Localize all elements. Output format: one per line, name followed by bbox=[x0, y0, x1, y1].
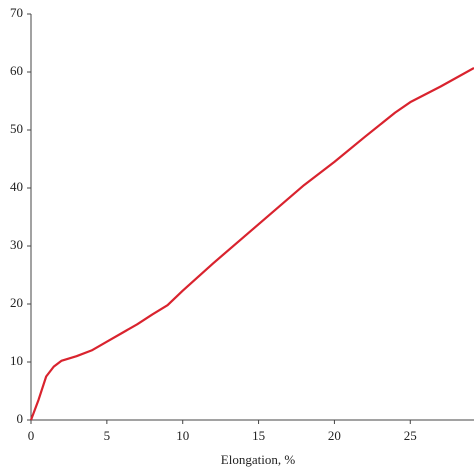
x-axis-label: Elongation, % bbox=[221, 452, 296, 467]
x-tick-label: 10 bbox=[176, 428, 189, 443]
x-tick-label: 15 bbox=[252, 428, 265, 443]
x-tick-label: 0 bbox=[28, 428, 35, 443]
y-tick-label: 60 bbox=[10, 63, 23, 78]
data-line bbox=[29, 66, 474, 421]
y-tick-label: 70 bbox=[10, 5, 23, 20]
y-tick-label: 40 bbox=[10, 179, 23, 194]
y-tick-label: 20 bbox=[10, 295, 23, 310]
y-tick-label: 10 bbox=[10, 353, 23, 368]
y-tick-label: 50 bbox=[10, 121, 23, 136]
y-tick-label: 30 bbox=[10, 237, 23, 252]
x-tick-label: 25 bbox=[404, 428, 417, 443]
x-tick-label: 20 bbox=[328, 428, 341, 443]
x-tick-label: 5 bbox=[104, 428, 111, 443]
y-tick-label: 0 bbox=[17, 411, 24, 426]
